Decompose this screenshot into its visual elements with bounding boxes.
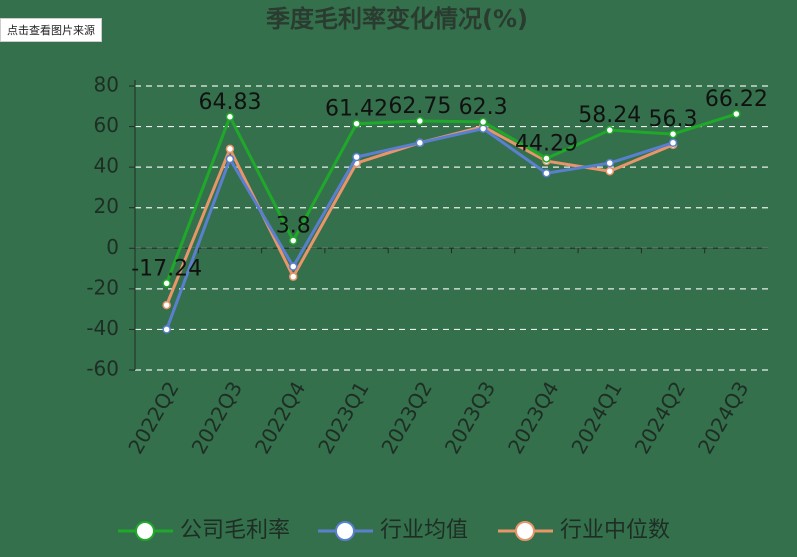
data-label: 66.22 xyxy=(705,87,768,112)
data-label: 44.29 xyxy=(515,131,578,156)
x-tick-label: 2024Q2 xyxy=(630,377,690,458)
x-tick-label: 2024Q3 xyxy=(693,377,753,458)
data-label: 61.42 xyxy=(325,97,388,122)
point xyxy=(289,236,298,245)
x-tick-label: 2022Q2 xyxy=(123,377,183,458)
x-tick-label: 2024Q1 xyxy=(566,377,626,458)
data-label: 62.3 xyxy=(459,95,508,120)
data-label: 56.3 xyxy=(649,107,698,132)
legend-label: 行业中位数 xyxy=(560,518,670,543)
point xyxy=(352,152,361,162)
legend-label: 公司毛利率 xyxy=(180,518,290,543)
data-label: 58.24 xyxy=(578,103,641,128)
legend-marker xyxy=(335,521,355,541)
point xyxy=(668,138,678,148)
y-tick-label: 80 xyxy=(94,73,119,97)
point xyxy=(289,262,298,271)
point xyxy=(732,109,741,119)
point xyxy=(225,112,235,122)
y-tick-label: 20 xyxy=(94,194,119,218)
point xyxy=(542,168,551,178)
x-tick-label: 2023Q2 xyxy=(376,377,436,458)
point xyxy=(478,117,488,127)
point xyxy=(415,138,425,148)
point xyxy=(352,119,361,128)
y-tick-label: -40 xyxy=(86,316,119,340)
point xyxy=(668,129,678,139)
point xyxy=(289,272,298,281)
data-label: 3.8 xyxy=(276,214,311,239)
point xyxy=(542,154,551,163)
chart-title: 季度毛利率变化情况(%) xyxy=(266,5,528,33)
x-tick-label: 2022Q3 xyxy=(187,377,247,458)
y-tick-label: 60 xyxy=(94,113,119,137)
legend-marker xyxy=(135,521,155,541)
legend-marker xyxy=(515,521,535,541)
point xyxy=(415,116,425,126)
point xyxy=(605,125,614,135)
point xyxy=(162,279,171,288)
point xyxy=(225,144,235,154)
point xyxy=(162,325,171,334)
data-label: 64.83 xyxy=(198,90,261,115)
series-line xyxy=(165,126,674,330)
data-label: -17.24 xyxy=(131,256,202,281)
x-tick-label: 2022Q4 xyxy=(250,377,310,458)
point xyxy=(605,158,614,168)
data-label: 62.75 xyxy=(388,94,451,119)
series-line xyxy=(165,124,674,306)
point xyxy=(605,166,614,176)
legend-label: 行业均值 xyxy=(380,518,468,543)
x-tick-label: 2023Q1 xyxy=(313,377,373,458)
series-line xyxy=(165,112,737,284)
y-tick-label: -20 xyxy=(86,275,119,299)
y-tick-label: -60 xyxy=(86,357,119,381)
x-tick-label: 2023Q3 xyxy=(440,377,500,458)
y-tick-label: 40 xyxy=(94,154,119,178)
point xyxy=(225,154,235,164)
point xyxy=(162,300,171,310)
x-tick-label: 2023Q4 xyxy=(503,377,563,458)
source-button[interactable]: 点击查看图片来源 xyxy=(0,18,102,42)
y-tick-label: 0 xyxy=(106,235,119,259)
